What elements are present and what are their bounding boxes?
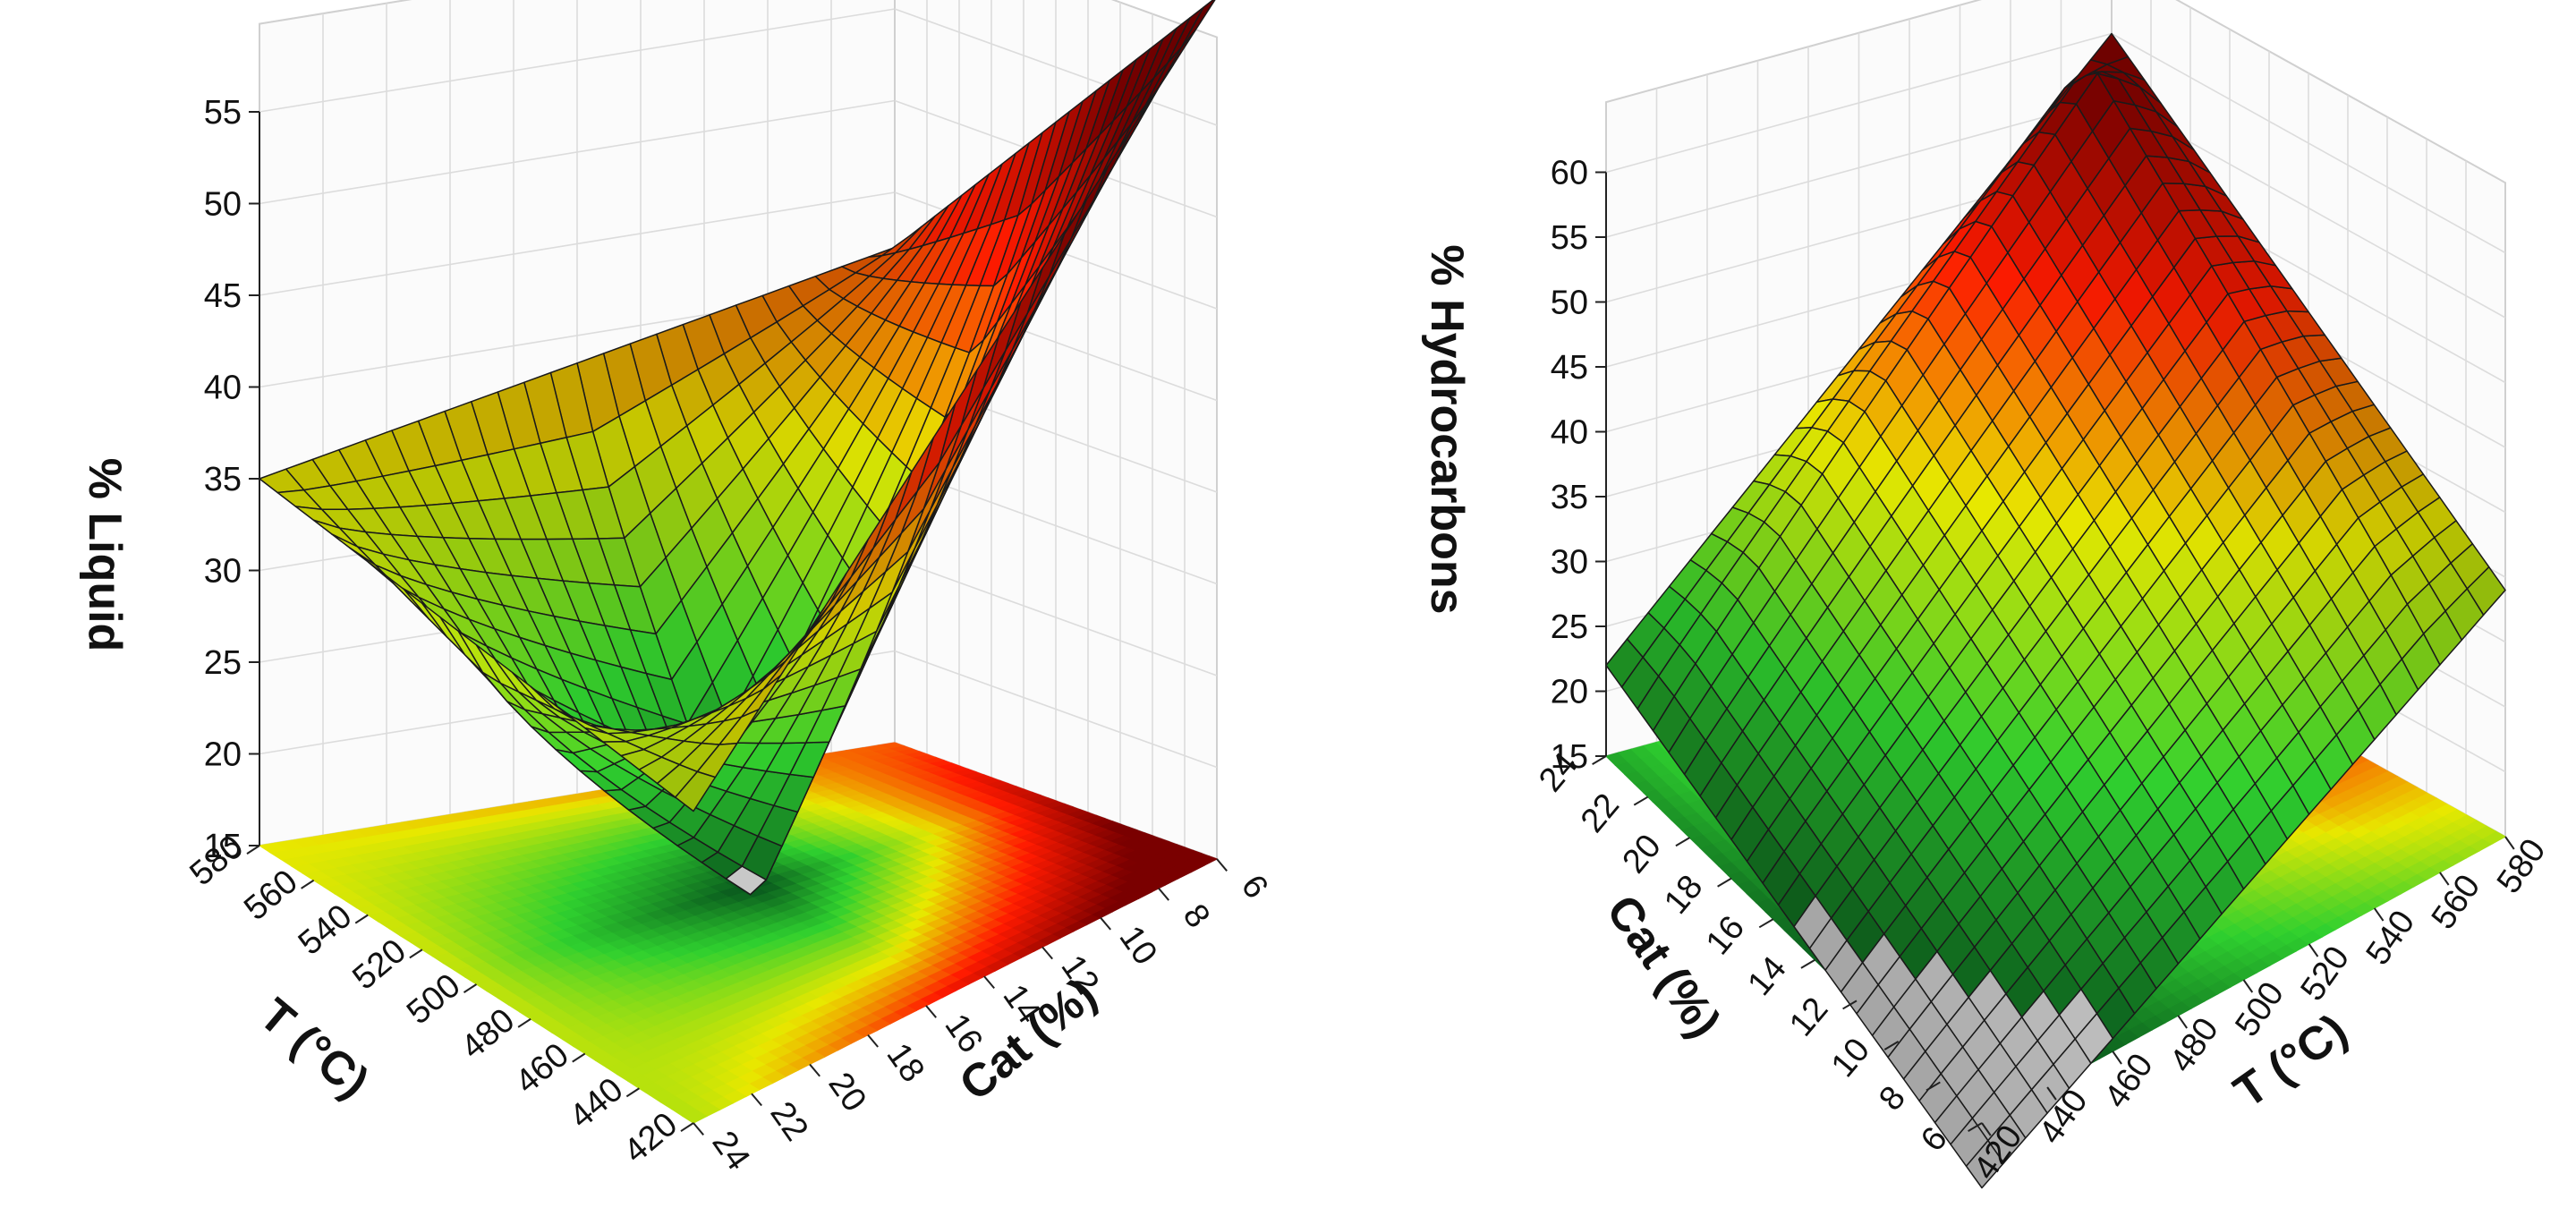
z-tick-label: 25 <box>204 644 242 682</box>
axis-tick-label: 420 <box>617 1105 685 1170</box>
axis-tick <box>572 1052 586 1063</box>
axis-tick <box>1592 755 1607 765</box>
axis-tick <box>463 983 478 993</box>
chart-1-y-axis-title: Cat (%) <box>1596 886 1730 1047</box>
axis-tick <box>1216 858 1228 872</box>
axis-tick-label: 24 <box>705 1125 758 1178</box>
z-tick-label: 55 <box>204 94 242 132</box>
axis-tick <box>625 1087 640 1098</box>
axis-tick-label: 460 <box>508 1036 576 1102</box>
z-tick-label: 30 <box>204 553 242 591</box>
axis-tick-label: 16 <box>1699 909 1752 962</box>
axis-tick <box>693 1122 704 1136</box>
axis-tick <box>751 1093 762 1107</box>
axis-tick <box>409 949 423 959</box>
chart-0-z-axis-title: % Liquid <box>79 458 131 652</box>
axis-tick <box>1158 888 1169 901</box>
z-tick-label: 50 <box>204 186 242 224</box>
axis-tick <box>517 1017 531 1028</box>
z-tick-label: 45 <box>204 277 242 315</box>
axis-tick-label: 18 <box>1657 868 1710 921</box>
axis-tick <box>1041 946 1053 960</box>
chart-0-wall-gridline <box>259 8 896 113</box>
axis-tick <box>246 845 260 855</box>
axis-tick-label: 500 <box>2228 975 2291 1043</box>
axis-tick-label: 520 <box>2293 940 2357 1008</box>
axis-tick-label: 20 <box>1615 828 1668 880</box>
axis-tick <box>1675 837 1690 847</box>
z-tick-label: 30 <box>1551 544 1588 582</box>
z-tick-label: 40 <box>204 370 242 407</box>
chart-0-wall-gridline <box>259 191 896 296</box>
axis-tick <box>1633 795 1649 806</box>
axis-tick-label: 460 <box>2097 1047 2161 1115</box>
axis-tick-label: 500 <box>400 966 468 1032</box>
chart-0-wall-gridline <box>894 650 1218 769</box>
axis-tick-label: 22 <box>1574 787 1627 839</box>
chart-0-surface <box>259 0 1216 896</box>
chart-0-wall-gridline <box>894 558 1218 676</box>
chart-0-wall-gridline <box>894 8 1218 126</box>
axis-tick-label: 560 <box>2425 868 2488 936</box>
axis-tick <box>1800 958 1815 969</box>
axis-tick-label: 540 <box>2359 904 2423 972</box>
chart-1-z-axis-title: % Hydrocarbons <box>1421 244 1473 614</box>
axis-tick-label: 10 <box>1112 919 1165 972</box>
axis-tick-label: 8 <box>1872 1079 1913 1118</box>
axis-tick-label: 20 <box>821 1066 874 1119</box>
z-tick-label: 40 <box>1551 414 1588 452</box>
z-tick-label: 45 <box>1551 349 1588 387</box>
z-tick-label: 35 <box>204 461 242 498</box>
z-tick-label: 25 <box>1551 608 1588 646</box>
axis-tick-label: 540 <box>292 897 360 963</box>
z-tick-label: 55 <box>1551 219 1588 257</box>
z-tick-label: 20 <box>1551 674 1588 711</box>
z-tick-label: 60 <box>1551 155 1588 192</box>
axis-tick <box>301 879 315 889</box>
axis-tick-label: 10 <box>1824 1031 1877 1084</box>
axis-tick-label: 580 <box>2490 832 2554 900</box>
axis-tick <box>983 975 995 990</box>
axis-tick-label: 480 <box>2163 1011 2226 1079</box>
axis-tick-label: 6 <box>1234 868 1276 905</box>
axis-tick-label: 22 <box>763 1095 816 1148</box>
axis-tick-label: 440 <box>563 1071 631 1136</box>
axis-tick <box>925 1005 937 1018</box>
axis-tick-label: 12 <box>1782 991 1835 1043</box>
chart-0-x-axis-title: T (°C) <box>250 989 378 1109</box>
axis-tick <box>680 1122 694 1132</box>
z-tick-label: 50 <box>1551 285 1588 322</box>
axis-tick <box>1717 877 1732 888</box>
axis-tick-label: 520 <box>345 932 413 998</box>
chart-0-wall-gridline <box>259 99 896 205</box>
axis-tick <box>354 914 369 924</box>
axis-tick <box>809 1063 820 1077</box>
axis-tick <box>1100 916 1111 931</box>
axis-tick-label: 480 <box>455 1001 523 1067</box>
axis-tick <box>867 1034 879 1048</box>
axis-tick-label: 8 <box>1176 897 1218 934</box>
z-tick-label: 35 <box>1551 479 1588 516</box>
axis-tick-label: 560 <box>237 863 305 928</box>
axis-tick-label: 18 <box>880 1036 932 1089</box>
axis-tick-label: 14 <box>1740 949 1793 1002</box>
z-tick-label: 20 <box>204 736 242 774</box>
axis-tick <box>1758 918 1774 929</box>
